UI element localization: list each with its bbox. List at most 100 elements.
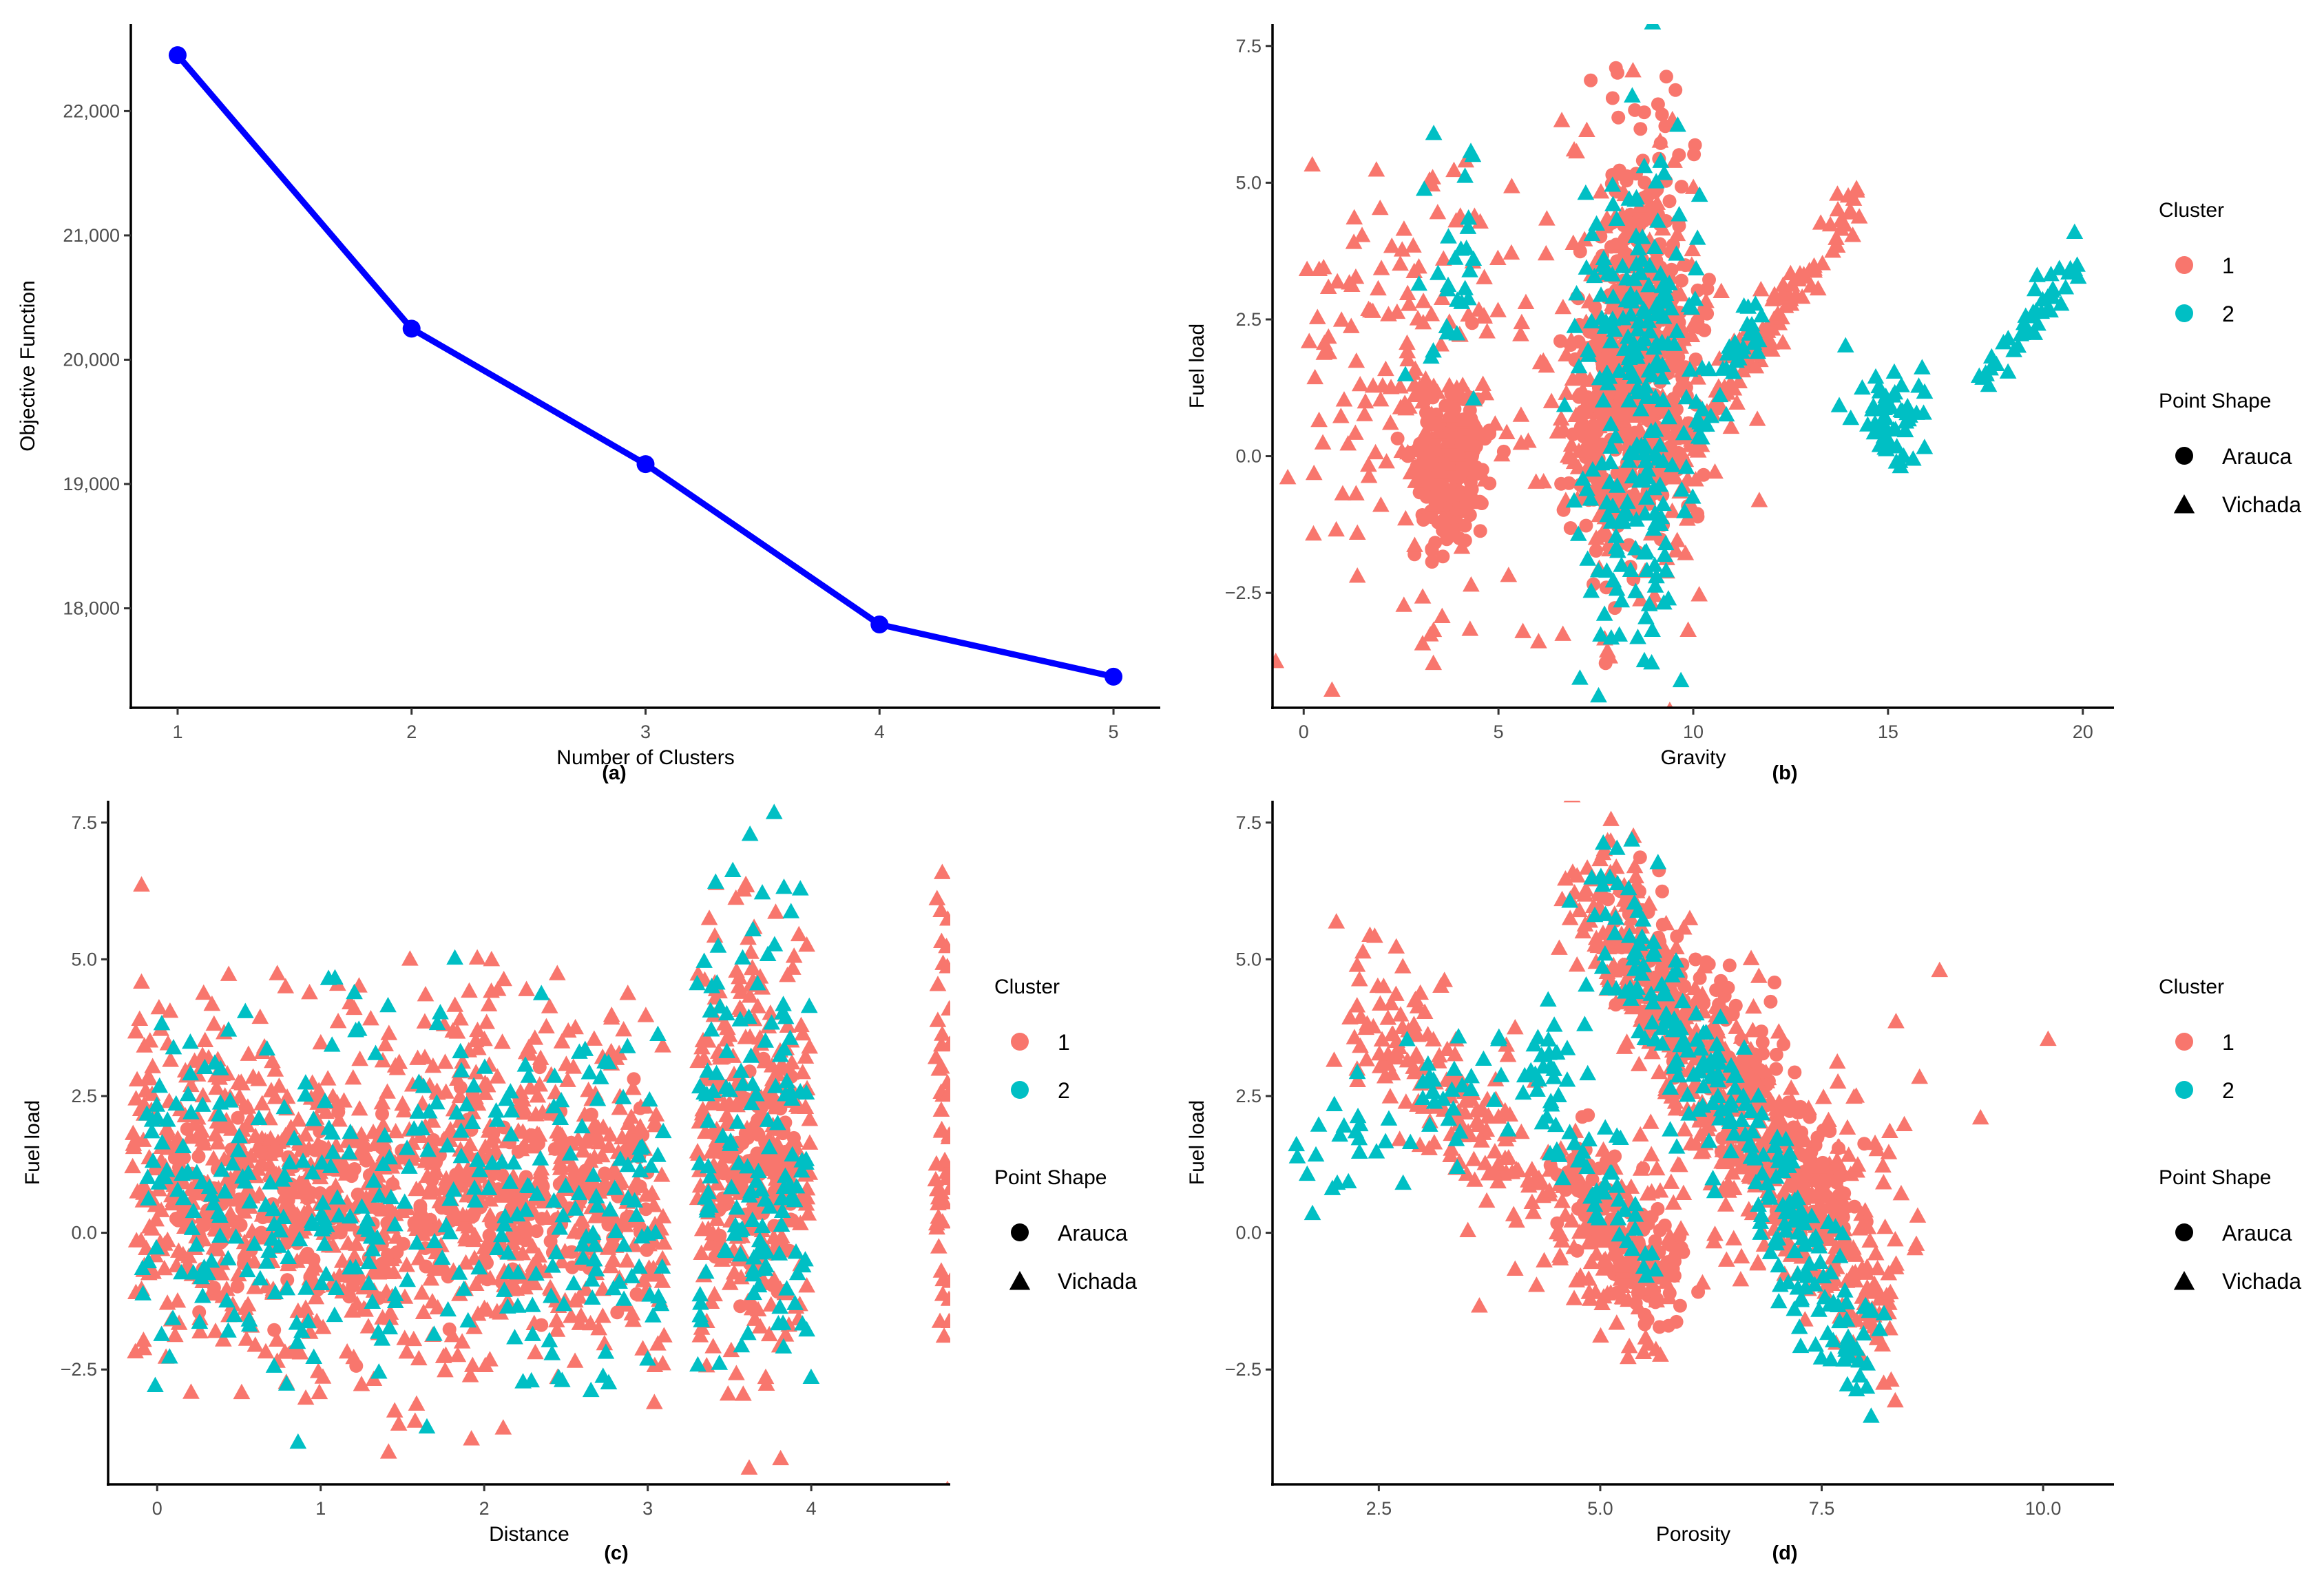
point-cluster-1 bbox=[1679, 470, 1697, 486]
point-cluster-1 bbox=[1527, 473, 1545, 489]
point-cluster-2 bbox=[281, 1154, 298, 1170]
point-cluster-1 bbox=[218, 1117, 235, 1134]
point-cluster-1 bbox=[653, 1166, 671, 1182]
point-cluster-1 bbox=[1549, 423, 1567, 439]
point-cluster-1 bbox=[170, 1242, 187, 1258]
point-cluster-1 bbox=[310, 1082, 328, 1097]
point-cluster-2 bbox=[782, 1029, 799, 1045]
point-cluster-2 bbox=[1629, 629, 1646, 644]
point-cluster-2 bbox=[1622, 364, 1640, 380]
point-cluster-2 bbox=[324, 1124, 342, 1140]
point-cluster-1 bbox=[1875, 1374, 1892, 1390]
point-cluster-2 bbox=[524, 1325, 541, 1341]
point-cluster-2 bbox=[1653, 356, 1671, 372]
point-cluster-1 bbox=[1686, 979, 1704, 996]
point-cluster-2 bbox=[350, 1020, 368, 1036]
point-cluster-2 bbox=[649, 1025, 667, 1041]
point-cluster-1 bbox=[207, 1323, 224, 1338]
point-cluster-1 bbox=[689, 1143, 706, 1159]
point-cluster-1 bbox=[1442, 1146, 1460, 1162]
point-cluster-2 bbox=[1741, 325, 1758, 341]
point-cluster-1 bbox=[518, 980, 535, 996]
point-cluster-2 bbox=[567, 1200, 584, 1216]
point-cluster-1 bbox=[547, 1142, 562, 1156]
point-cluster-2 bbox=[1672, 671, 1690, 688]
point-cluster-1 bbox=[1584, 430, 1599, 445]
point-cluster-2 bbox=[1625, 335, 1643, 350]
point-cluster-2 bbox=[698, 1085, 715, 1102]
point-cluster-1 bbox=[1677, 451, 1695, 467]
point-cluster-2 bbox=[409, 1103, 427, 1119]
point-cluster-1 bbox=[1690, 996, 1704, 1010]
point-cluster-1 bbox=[127, 1343, 144, 1359]
point-cluster-2 bbox=[1629, 321, 1647, 337]
point-cluster-1 bbox=[1193, 638, 1210, 653]
point-cluster-1 bbox=[1563, 1212, 1581, 1228]
point-cluster-1 bbox=[656, 1327, 673, 1343]
point-cluster-2 bbox=[1714, 360, 1732, 376]
point-cluster-1 bbox=[1818, 1176, 1832, 1190]
point-cluster-2 bbox=[2052, 295, 2070, 311]
point-cluster-1 bbox=[419, 1259, 433, 1274]
point-cluster-2 bbox=[304, 1164, 322, 1179]
point-cluster-1 bbox=[1430, 423, 1447, 439]
point-cluster-2 bbox=[205, 1195, 222, 1211]
point-cluster-2 bbox=[1664, 456, 1681, 472]
point-cluster-2 bbox=[140, 1190, 158, 1206]
point-cluster-2 bbox=[143, 1123, 160, 1139]
point-cluster-1 bbox=[1752, 281, 1770, 297]
point-cluster-1 bbox=[1700, 306, 1715, 321]
panel-label: (c) bbox=[604, 1542, 628, 1564]
point-cluster-2 bbox=[728, 1199, 746, 1215]
point-cluster-2 bbox=[297, 1086, 314, 1102]
point-cluster-1 bbox=[1764, 291, 1781, 306]
point-cluster-1 bbox=[767, 903, 784, 919]
point-cluster-1 bbox=[301, 984, 318, 1000]
point-cluster-2 bbox=[778, 1280, 795, 1296]
point-cluster-1 bbox=[1348, 352, 1365, 368]
point-cluster-1 bbox=[1449, 446, 1467, 462]
point-cluster-1 bbox=[1523, 1161, 1541, 1177]
point-cluster-1 bbox=[1702, 273, 1716, 287]
point-cluster-2 bbox=[428, 1014, 446, 1031]
point-cluster-1 bbox=[933, 1035, 950, 1052]
y-tick-label: 5.0 bbox=[1235, 172, 1262, 193]
point-cluster-1 bbox=[191, 1149, 206, 1164]
point-cluster-2 bbox=[1677, 388, 1695, 405]
point-cluster-2 bbox=[1629, 348, 1646, 364]
point-cluster-2 bbox=[773, 1216, 791, 1232]
point-cluster-1 bbox=[1550, 1216, 1564, 1230]
point-cluster-2 bbox=[798, 1321, 815, 1337]
point-cluster-1 bbox=[708, 1210, 726, 1226]
point-cluster-1 bbox=[1434, 250, 1452, 266]
point-cluster-2 bbox=[502, 1126, 520, 1142]
point-cluster-2 bbox=[586, 1236, 604, 1252]
point-cluster-1 bbox=[1662, 464, 1680, 481]
point-cluster-1 bbox=[1493, 445, 1511, 462]
point-cluster-1 bbox=[571, 1314, 589, 1330]
point-cluster-2 bbox=[1438, 317, 1456, 334]
point-cluster-1 bbox=[1557, 870, 1574, 886]
point-cluster-2 bbox=[1752, 306, 1770, 323]
point-cluster-1 bbox=[757, 1375, 775, 1391]
point-cluster-2 bbox=[1592, 626, 1609, 642]
data-point-1 bbox=[168, 46, 187, 65]
point-cluster-2 bbox=[750, 1276, 768, 1293]
point-cluster-1 bbox=[266, 1061, 284, 1077]
series-cluster-2 bbox=[1396, 24, 2087, 703]
point-cluster-1 bbox=[1464, 435, 1482, 452]
point-cluster-1 bbox=[135, 1331, 152, 1347]
point-cluster-2 bbox=[1635, 651, 1653, 668]
point-cluster-2 bbox=[1988, 355, 2005, 372]
point-cluster-2 bbox=[465, 1077, 483, 1093]
point-cluster-1 bbox=[801, 1134, 819, 1150]
point-cluster-2 bbox=[1677, 459, 1695, 474]
point-cluster-2 bbox=[730, 1155, 748, 1170]
point-cluster-2 bbox=[1643, 366, 1661, 383]
point-cluster-1 bbox=[1416, 423, 1434, 439]
point-cluster-2 bbox=[759, 1111, 777, 1127]
point-cluster-1 bbox=[1609, 767, 1626, 782]
point-cluster-1 bbox=[1512, 326, 1529, 341]
point-cluster-2 bbox=[797, 1251, 814, 1267]
